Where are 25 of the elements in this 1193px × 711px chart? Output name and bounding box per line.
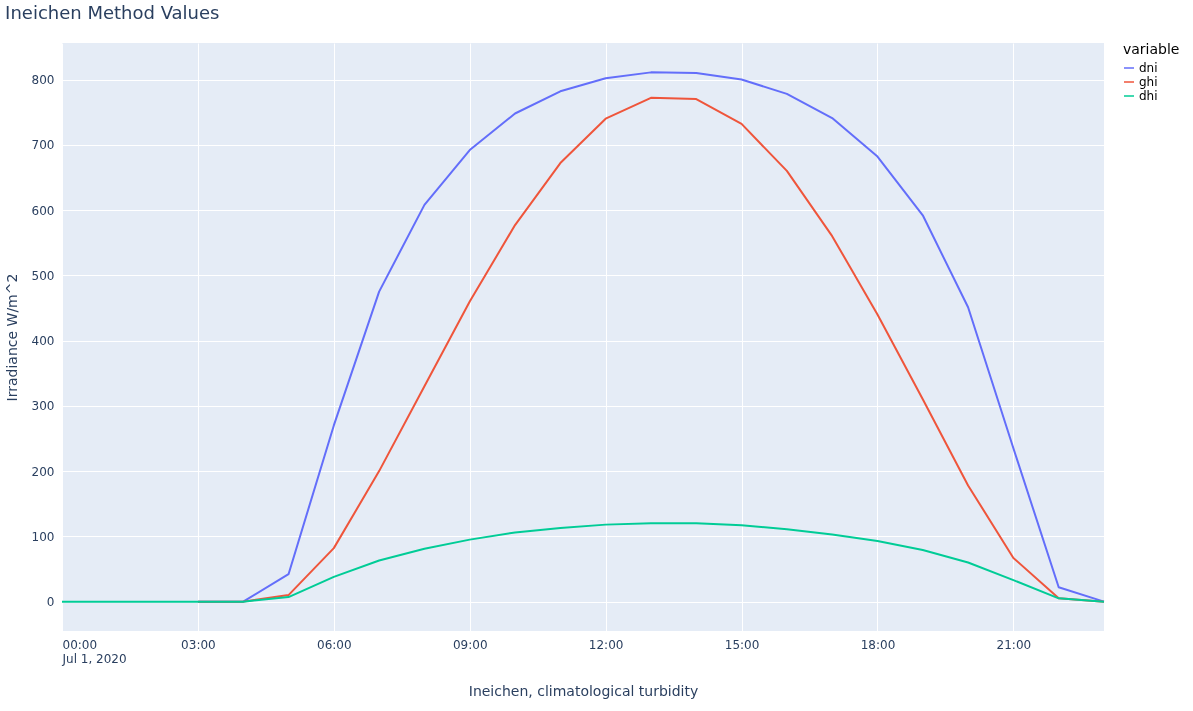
y-tick-label: 200 [31,464,55,479]
x-tick-label: 12:00 [588,637,624,652]
x-axis-title: Ineichen, climatological turbidity [468,682,699,699]
x-tick-label: 06:00 [317,637,352,652]
y-tick-label: 700 [31,138,55,153]
y-tick-label: 100 [31,529,55,544]
x-tick-label: 15:00 [724,637,760,652]
legend-label: dni [1139,61,1158,75]
legend-label: ghi [1139,75,1158,89]
y-tick-label: 600 [31,203,55,218]
y-axis-title: Irradiance W/m^2 [3,273,20,402]
y-tick-label: 300 [31,399,55,414]
x-tick-label: 18:00 [860,637,896,652]
y-tick-label: 800 [31,73,55,88]
chart-title: Ineichen Method Values [5,2,220,23]
x-tick-label: 21:00 [996,637,1032,652]
y-tick-label: 500 [31,268,55,283]
y-tick-label: 400 [31,334,55,349]
x-tick-label: 09:00 [452,637,488,652]
legend-title: variable [1123,41,1180,57]
x-tick-label: 03:00 [181,637,216,652]
x-tick-label: 00:00 Jul 1, 2020 [61,637,127,666]
legend-label: dhi [1139,89,1158,103]
y-tick-label: 0 [46,595,55,610]
line-series [61,522,1105,603]
